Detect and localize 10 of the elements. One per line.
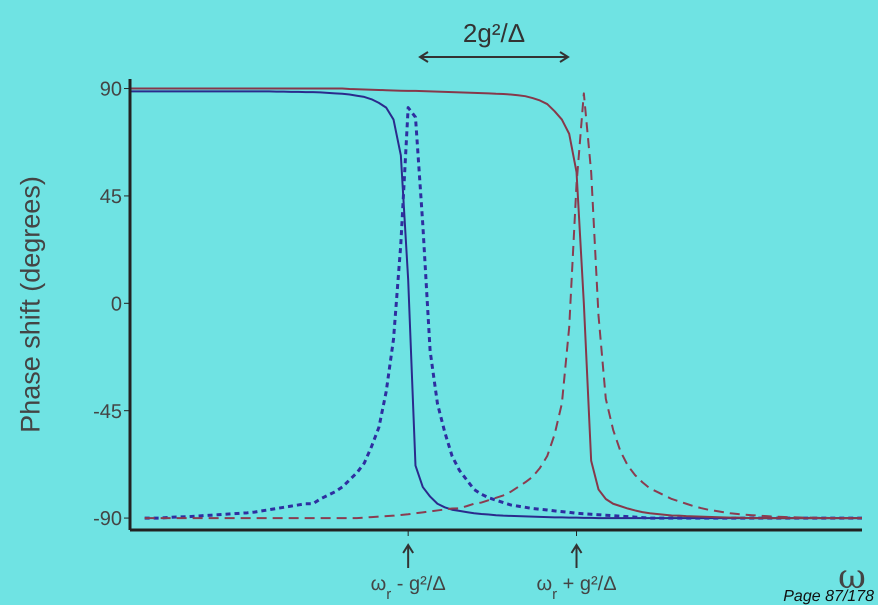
y-tick-label: -45 — [93, 400, 122, 423]
text: Page 87/178 — [783, 588, 874, 605]
text: 2g²/Δ — [462, 18, 526, 48]
y-tick-label: 45 — [100, 186, 122, 208]
x-tick-label: ω$_{r}$ - g²/Δ — [370, 573, 446, 602]
x-tick-label: ω$_{r}$ + g²/Δ — [536, 573, 617, 602]
y-axis-title: Phase shift (degrees) — [16, 176, 46, 433]
y-tick-label: 90 — [100, 78, 122, 101]
y-tick-label: 0 — [110, 293, 122, 316]
y-tick-label: -90 — [93, 508, 122, 530]
